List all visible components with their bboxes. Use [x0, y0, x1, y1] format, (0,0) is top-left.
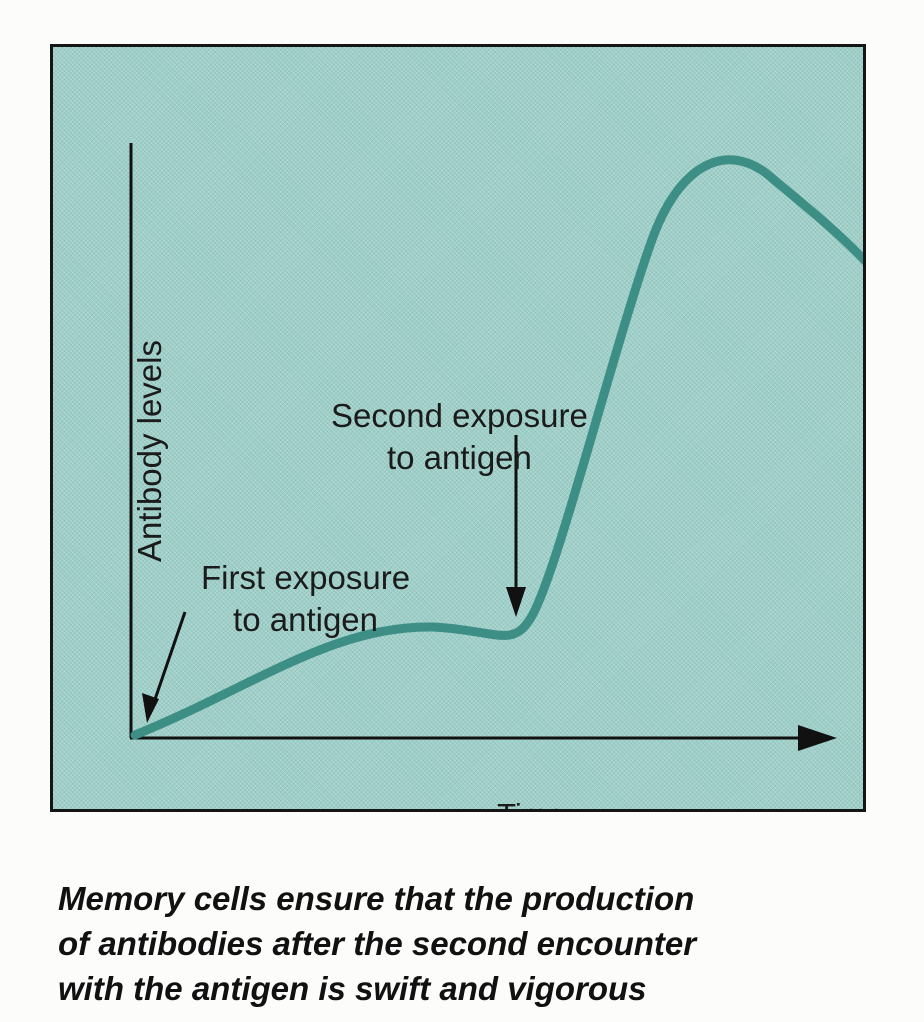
first-exposure-arrow [149, 611, 187, 712]
first-exposure-arrowhead [142, 693, 159, 723]
figure-panel: Antibody levels Time First exposure to a… [50, 44, 866, 812]
first-exposure-annotation: First exposure to antigen [201, 557, 410, 641]
caption-line-3: with the antigen is swift and vigorous [58, 970, 647, 1007]
caption-line-1: Memory cells ensure that the production [58, 880, 695, 917]
first-exposure-line1: First exposure [201, 559, 411, 596]
second-exposure-arrowhead [506, 587, 526, 617]
second-exposure-annotation: Second exposure to antigen [331, 395, 588, 479]
second-exposure-line1: Second exposure [331, 397, 588, 434]
first-exposure-line2: to antigen [233, 601, 379, 638]
y-axis-label: Antibody levels [131, 340, 168, 562]
second-exposure-line2: to antigen [386, 439, 532, 476]
x-axis-label: Time [497, 797, 565, 809]
figure-drawing [129, 143, 863, 751]
antibody-response-curve [130, 155, 863, 740]
figure-caption: Memory cells ensure that the production … [58, 876, 878, 1011]
caption-line-2: of antibodies after the second encounter [58, 925, 697, 962]
x-axis-arrowhead [798, 725, 837, 751]
